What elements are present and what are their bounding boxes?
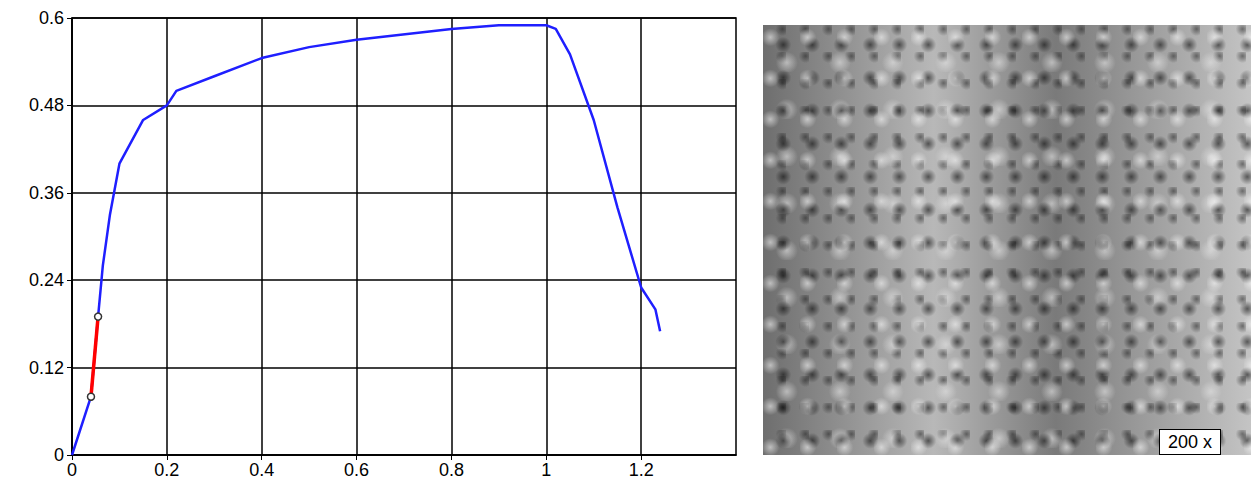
svg-text:0.4: 0.4 <box>249 460 274 480</box>
svg-text:0.6: 0.6 <box>39 8 64 28</box>
svg-text:0.36: 0.36 <box>29 183 64 203</box>
svg-text:0: 0 <box>67 460 77 480</box>
svg-text:1.2: 1.2 <box>629 460 654 480</box>
html-text:200 x: 200 x <box>1168 432 1212 452</box>
svg-text:0.6: 0.6 <box>344 460 369 480</box>
svg-text:0.24: 0.24 <box>29 270 64 290</box>
svg-text:0: 0 <box>54 445 64 465</box>
svg-text:0.2: 0.2 <box>154 460 179 480</box>
svg-text:0.12: 0.12 <box>29 358 64 378</box>
svg-text:0.8: 0.8 <box>439 460 464 480</box>
svg-text:0.48: 0.48 <box>29 95 64 115</box>
svg-text:1: 1 <box>541 460 551 480</box>
